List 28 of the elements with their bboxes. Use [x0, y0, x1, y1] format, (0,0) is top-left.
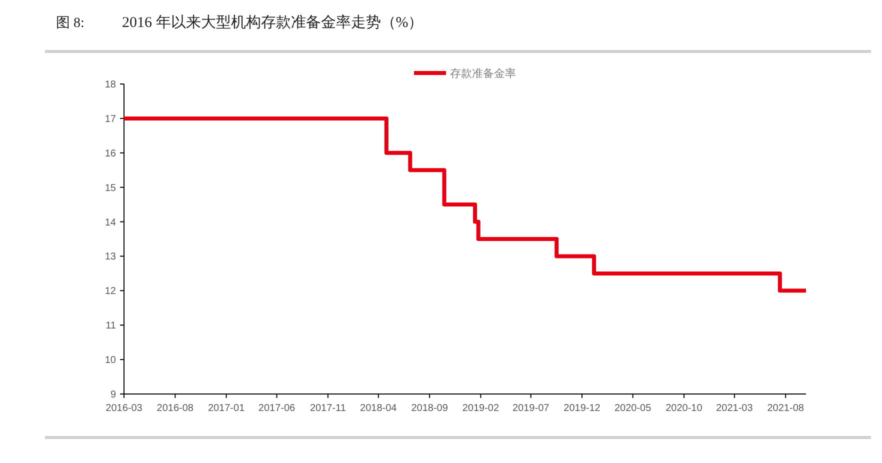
x-tick-label: 2016-03 — [106, 403, 143, 414]
x-tick-label: 2020-05 — [614, 403, 652, 414]
x-tick-label: 2021-03 — [716, 403, 754, 414]
y-tick-label: 15 — [104, 182, 116, 194]
x-tick-label: 2019-02 — [462, 403, 500, 414]
x-tick-label: 2020-10 — [666, 403, 703, 414]
x-tick-label: 2016-08 — [156, 403, 194, 414]
y-tick-label: 11 — [106, 320, 116, 332]
y-tick-label: 18 — [104, 80, 116, 90]
y-tick-label: 16 — [104, 148, 116, 160]
x-tick-label: 2019-07 — [512, 403, 550, 414]
y-tick-label: 13 — [104, 252, 116, 263]
x-tick-label: 2017-11 — [310, 403, 346, 414]
x-tick-label: 2017-06 — [258, 403, 296, 414]
caption: 图 8: — [56, 16, 84, 31]
x-tick-label: 2021-08 — [767, 403, 804, 414]
chart-title: 2016 年以来大型机构存款准备金率走势（%） — [122, 14, 424, 31]
x-tick-label: 2018-09 — [411, 403, 448, 414]
y-tick-label: 17 — [104, 114, 116, 125]
legend-label: 存款准备金率 — [450, 67, 516, 80]
y-tick-label: 9 — [110, 390, 116, 400]
x-tick-label: 2017-01 — [208, 403, 246, 414]
x-tick-label: 2018-04 — [360, 403, 398, 414]
y-tick-label: 10 — [104, 355, 116, 366]
legend: 存款准备金率 — [414, 68, 516, 80]
y-tick-label: 12 — [104, 286, 116, 298]
y-tick-label: 14 — [104, 217, 116, 228]
x-tick-label: 2019-12 — [564, 403, 601, 414]
